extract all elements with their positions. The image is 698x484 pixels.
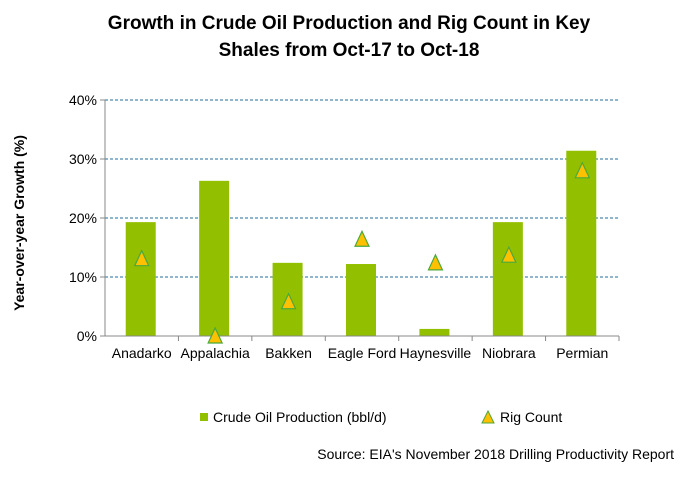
x-tick-label: Eagle Ford <box>328 345 396 361</box>
bar-niobrara <box>492 222 523 336</box>
x-tick-label: Bakken <box>265 345 312 361</box>
legend-triangle-swatch <box>481 409 495 424</box>
y-tick-label: 10% <box>69 269 97 285</box>
rig-count-marker-appalachia <box>207 326 224 344</box>
title-line-1: Growth in Crude Oil Production and Rig C… <box>107 13 591 34</box>
y-tick-label: 0% <box>77 328 97 344</box>
bar-anadarko <box>125 222 156 336</box>
bar-permian <box>566 150 597 336</box>
x-tick-label: Niobrara <box>482 345 536 361</box>
rig-count-marker-haynesville <box>427 253 444 271</box>
source-note: Source: EIA's November 2018 Drilling Pro… <box>317 446 674 462</box>
x-tick-label: Appalachia <box>181 345 250 361</box>
x-tick-label: Haynesville <box>400 345 472 361</box>
y-tick-label: 30% <box>69 151 97 167</box>
y-tick-label: 40% <box>69 92 97 108</box>
chart-title: Growth in Crude Oil Production and Rig C… <box>0 10 698 64</box>
x-tick-label: Permian <box>556 345 608 361</box>
legend-label-rig-count: Rig Count <box>500 409 562 425</box>
legend-bar-swatch <box>200 413 208 421</box>
rig-count-marker-permian <box>574 161 591 179</box>
y-axis-label: Year-over-year Growth (%) <box>11 135 27 311</box>
x-tick-label: Anadarko <box>112 345 172 361</box>
bar-appalachia <box>199 180 230 336</box>
rig-count-marker-bakken <box>280 292 297 310</box>
y-tick-label: 20% <box>69 210 97 226</box>
bar-eagle-ford <box>346 264 376 336</box>
rig-count-marker-anadarko <box>133 249 150 267</box>
legend-label-production: Crude Oil Production (bbl/d) <box>213 409 387 425</box>
bar-haynesville <box>419 328 450 336</box>
rig-count-marker-niobrara <box>500 245 517 263</box>
title-line-2: Shales from Oct-17 to Oct-18 <box>218 40 480 61</box>
rig-count-marker-eagle-ford <box>354 229 370 247</box>
